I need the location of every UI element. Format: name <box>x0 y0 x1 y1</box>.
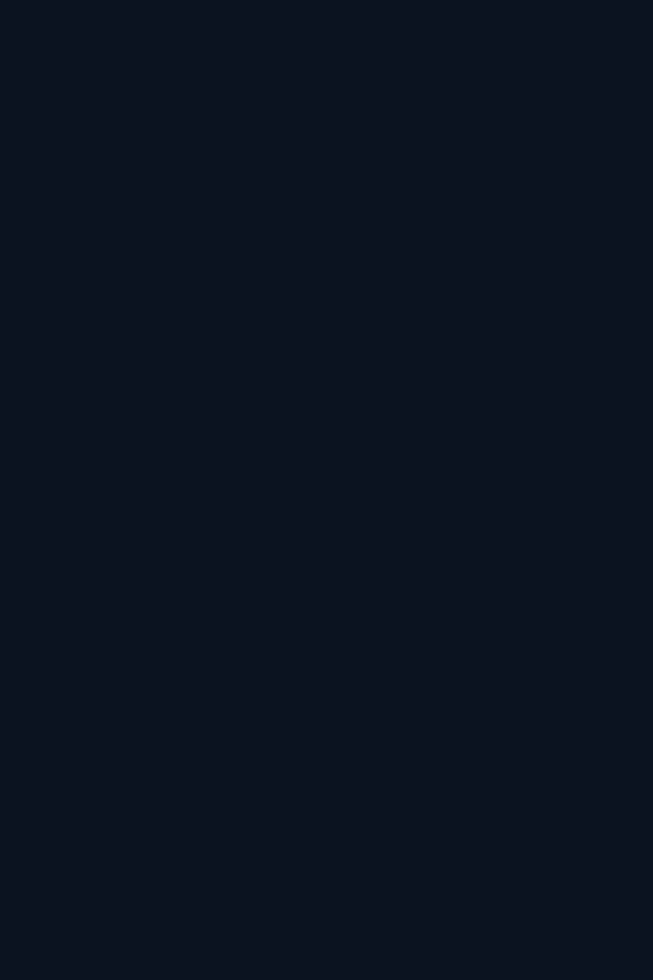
set-1 <box>0 0 327 327</box>
set-3 <box>0 327 327 654</box>
set-2 <box>327 0 653 327</box>
set-4 <box>327 327 653 654</box>
set-6 <box>327 653 653 980</box>
set-5 <box>0 653 327 980</box>
infographic-grid <box>0 0 653 980</box>
